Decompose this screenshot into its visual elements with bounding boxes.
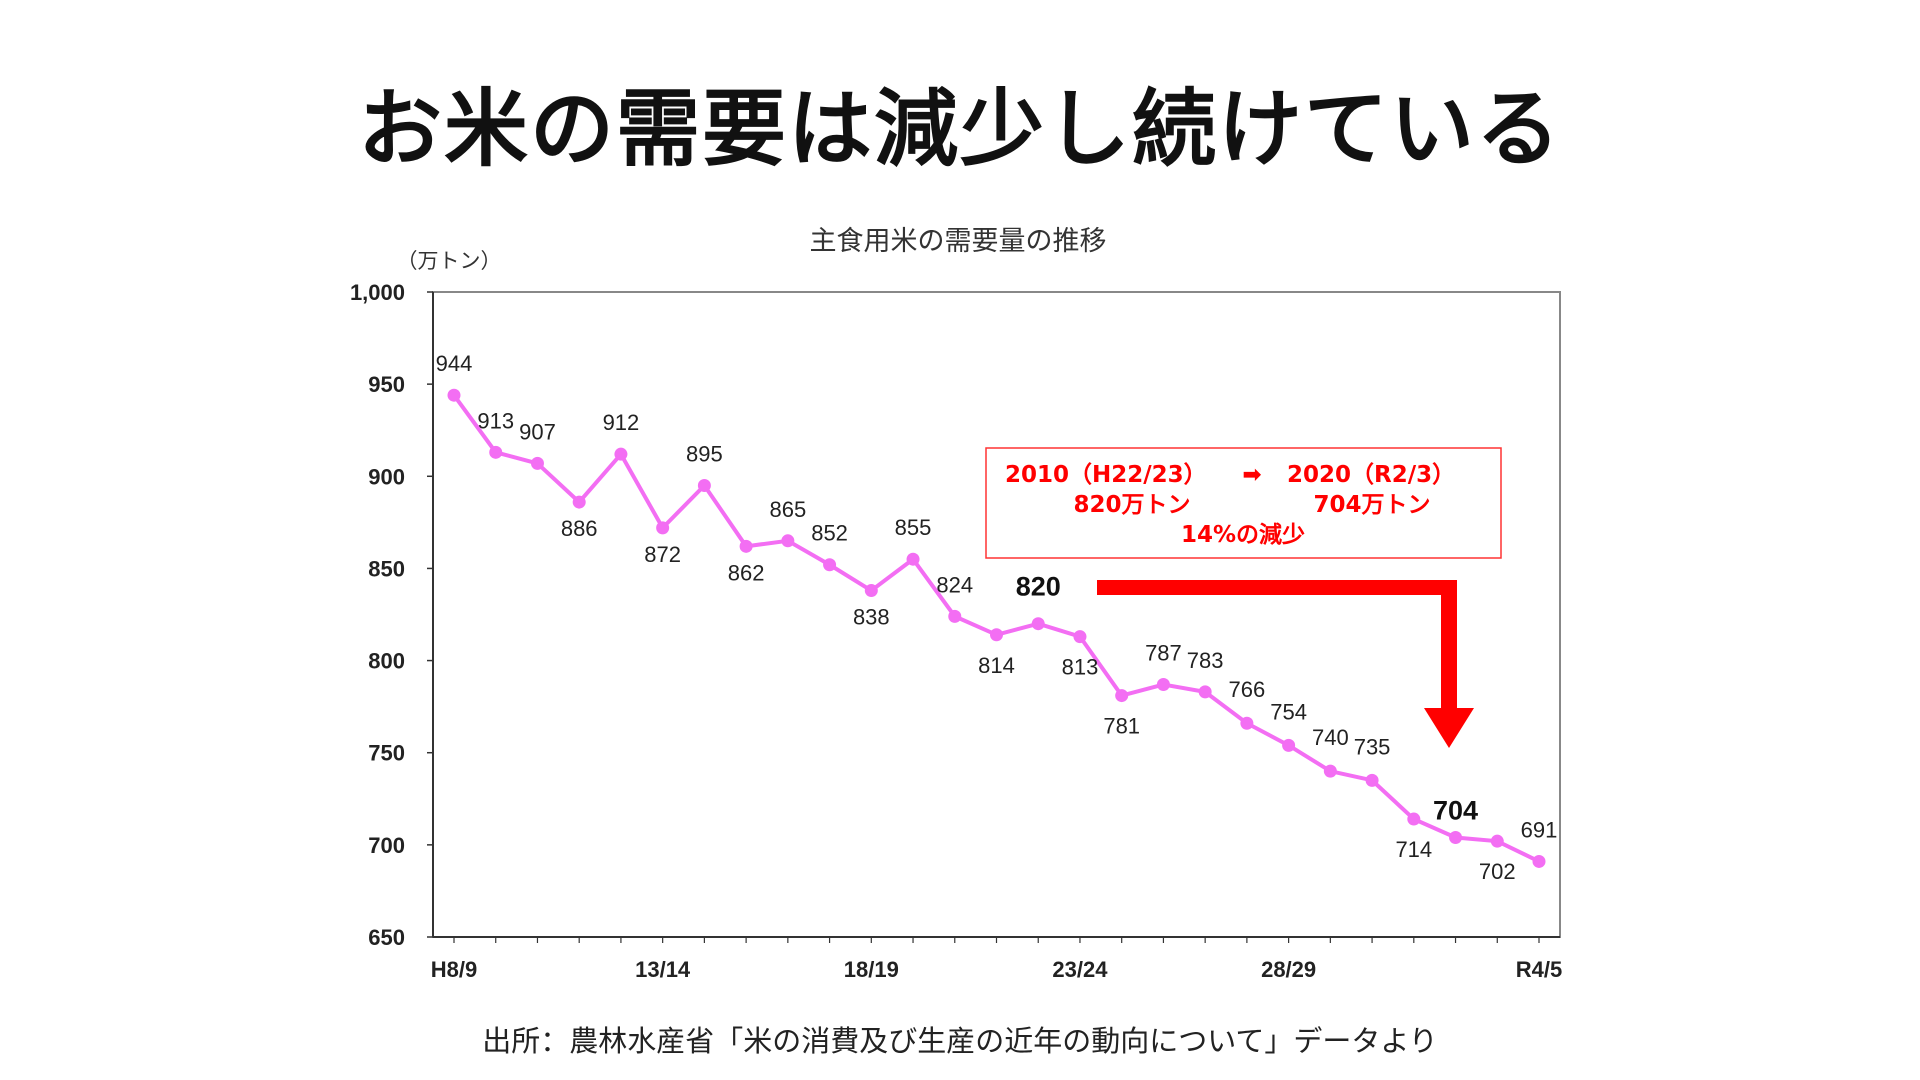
data-label: 872	[644, 542, 681, 567]
data-point	[1365, 773, 1379, 787]
annotation-to-value: 704万トン	[1313, 492, 1430, 518]
decrease-arrow	[1097, 580, 1474, 748]
data-point	[1031, 617, 1045, 631]
annotation-arrow: ➡	[1242, 462, 1261, 488]
highlight-data-label: 820	[1016, 572, 1061, 602]
plot-frame	[432, 291, 1561, 938]
data-label: 886	[561, 516, 598, 541]
data-point	[572, 495, 586, 509]
data-label: 855	[895, 515, 932, 540]
data-point	[906, 552, 920, 566]
annotation-decrease: 14%の減少	[1181, 522, 1305, 548]
data-label: 735	[1354, 734, 1391, 759]
data-label: 783	[1187, 648, 1224, 673]
x-tick-label: 23/24	[1052, 957, 1108, 982]
data-label: 838	[853, 605, 890, 630]
data-label: 907	[519, 419, 556, 444]
y-tick-label: 800	[368, 649, 405, 674]
data-label: 865	[769, 497, 806, 522]
data-point	[447, 388, 461, 402]
data-label: 702	[1479, 859, 1516, 884]
x-tick-label: 13/14	[635, 957, 691, 982]
data-point	[1282, 738, 1296, 752]
data-point	[1449, 830, 1463, 844]
data-label: 787	[1145, 641, 1182, 666]
data-point	[1198, 685, 1212, 699]
data-point	[864, 584, 878, 598]
x-tick-label: H8/9	[431, 957, 477, 982]
data-point	[739, 539, 753, 553]
annotation-to: 2020（R2/3）	[1287, 461, 1455, 488]
y-axis-unit: （万トン）	[397, 249, 502, 273]
data-label: 912	[603, 410, 640, 435]
x-tick-label: 18/19	[844, 957, 899, 982]
data-point	[781, 534, 795, 548]
data-point	[1532, 854, 1546, 868]
y-tick-label: 650	[368, 925, 405, 950]
data-point	[489, 445, 503, 459]
data-point	[948, 609, 962, 623]
data-label: 740	[1312, 725, 1349, 750]
y-tick-label: 750	[368, 741, 405, 766]
data-label: 754	[1270, 699, 1307, 724]
x-tick-label: R4/5	[1516, 957, 1562, 982]
data-label: 766	[1229, 677, 1266, 702]
annotation-from-value: 820万トン	[1073, 492, 1190, 518]
highlight-data-label: 704	[1433, 795, 1478, 825]
data-point	[1323, 764, 1337, 778]
data-point	[1407, 812, 1421, 826]
y-tick-label: 700	[368, 833, 405, 858]
x-tick-label: 28/29	[1261, 957, 1316, 982]
data-point	[1240, 716, 1254, 730]
data-point	[1490, 834, 1504, 848]
data-point	[1115, 689, 1129, 703]
y-tick-label: 850	[368, 556, 405, 581]
data-label: 824	[936, 572, 973, 597]
y-tick-label: 950	[368, 372, 405, 397]
data-label: 714	[1395, 837, 1432, 862]
data-point	[990, 628, 1003, 642]
data-point	[1156, 678, 1170, 692]
y-tick-label: 1,000	[350, 280, 405, 305]
data-label: 814	[978, 653, 1015, 678]
data-label: 852	[811, 521, 848, 546]
data-label: 781	[1103, 714, 1140, 739]
data-point	[614, 447, 628, 461]
data-label: 813	[1062, 655, 1099, 680]
data-point	[823, 558, 837, 572]
data-point	[530, 456, 544, 470]
slide-title: お米の需要は減少し続けている	[357, 80, 1562, 178]
data-label: 691	[1521, 817, 1558, 842]
data-point	[1073, 630, 1087, 644]
data-point	[697, 479, 711, 492]
chart-title: 主食用米の需要量の推移	[810, 226, 1107, 257]
data-label: 944	[436, 351, 473, 376]
source-note: 出所：農林水産省「米の消費及び生産の近年の動向について」データより	[482, 1024, 1438, 1058]
annotation-from: 2010（H22/23）	[1005, 461, 1207, 488]
annotation-box: 2010（H22/23） ➡ 2020（R2/3） 820万トン 704万トン …	[985, 447, 1502, 559]
data-label: 895	[686, 442, 723, 467]
data-point	[656, 521, 670, 535]
y-tick-label: 900	[368, 464, 405, 489]
data-label: 862	[728, 560, 765, 585]
data-label: 913	[477, 408, 514, 433]
